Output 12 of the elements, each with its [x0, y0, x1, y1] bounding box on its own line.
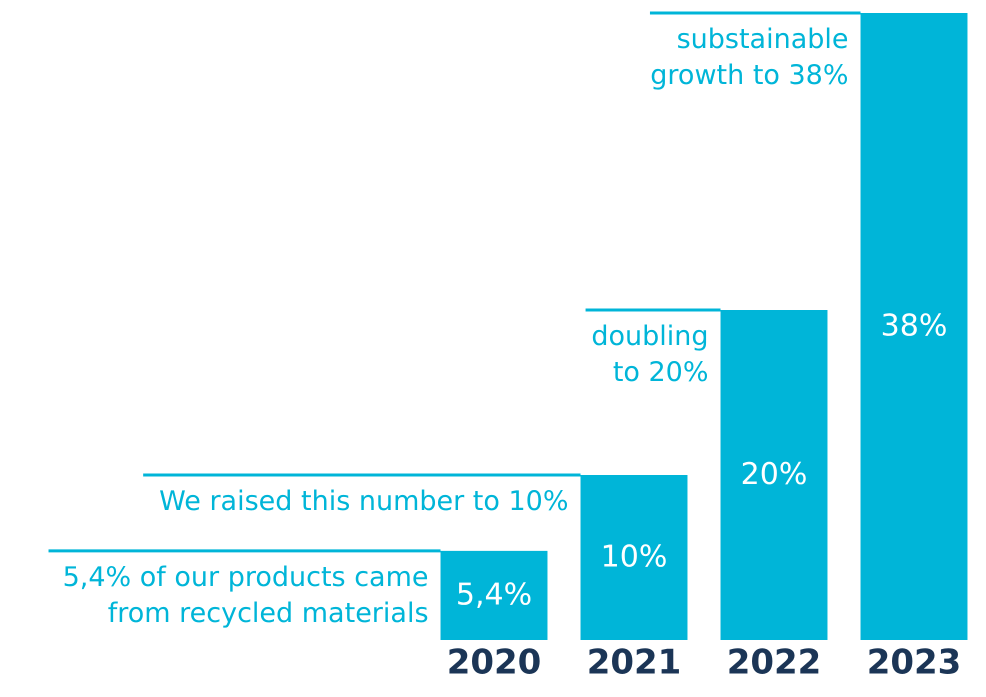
data-label: 5,4% — [456, 577, 532, 612]
data-label: 38% — [880, 308, 948, 344]
annotation: 5,4% of our products came from recycled materials — [62, 562, 429, 629]
annotation: doubling to 20% — [591, 321, 709, 388]
data-label: 10% — [600, 540, 668, 574]
data-label: 20% — [740, 457, 808, 492]
x-tick-label: 2020 — [446, 642, 542, 682]
annotation: substainable growth to 38% — [650, 24, 849, 91]
x-tick-label: 2022 — [726, 642, 822, 682]
annotation: We raised this number to 10% — [159, 486, 569, 517]
x-tick-label: 2021 — [586, 642, 682, 682]
x-tick-label: 2023 — [866, 642, 962, 682]
